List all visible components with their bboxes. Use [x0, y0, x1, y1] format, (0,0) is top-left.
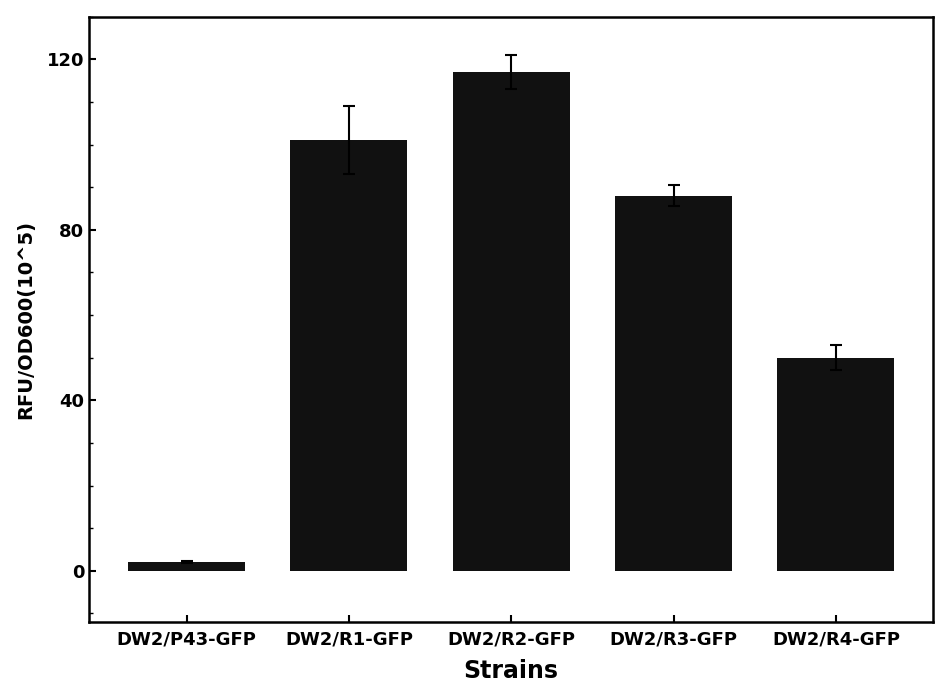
X-axis label: Strains: Strains	[464, 659, 559, 683]
Bar	[616, 196, 732, 570]
Y-axis label: RFU/OD600(10^5): RFU/OD600(10^5)	[17, 220, 36, 419]
Bar	[453, 72, 570, 570]
Bar	[777, 358, 894, 570]
Bar	[128, 562, 245, 570]
Bar	[291, 140, 408, 570]
